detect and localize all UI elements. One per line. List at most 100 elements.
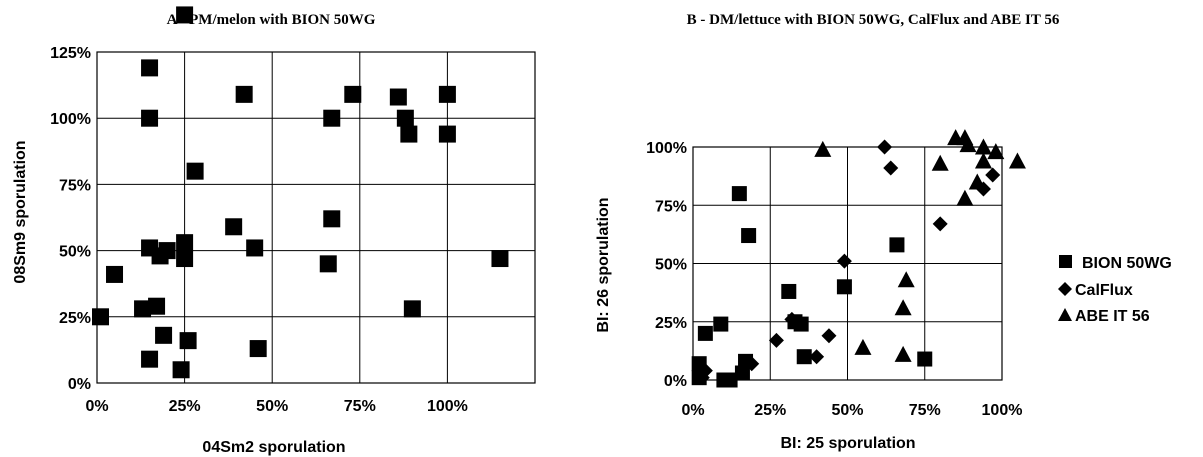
chart-b: B - DM/lettuce with BION 50WG, CalFlux a… [595, 12, 1172, 452]
data-point-square [186, 162, 204, 180]
data-point-diamond [932, 216, 948, 232]
data-point-diamond [694, 370, 710, 386]
chart-b-y-axis-label: BI: 26 sporulation [595, 197, 612, 332]
data-point-square [344, 85, 362, 103]
data-point-triangle [974, 152, 992, 169]
data-point-square [155, 326, 173, 344]
chart-b-legend: BION 50WG CalFlux ABE IT 56 [1058, 255, 1172, 325]
data-point-diamond [768, 332, 784, 348]
data-point-triangle [814, 140, 832, 157]
data-point-square [106, 265, 124, 283]
legend-item-abe: ABE IT 56 [1058, 308, 1150, 325]
data-point-square [323, 210, 341, 228]
data-point-triangle [974, 138, 992, 155]
data-point-square [176, 6, 194, 24]
data-point-square [246, 239, 264, 257]
x-tick-label: 100% [982, 402, 1023, 419]
y-tick-label: 50% [59, 244, 91, 261]
data-point-square [731, 186, 747, 202]
chart-a-plot-frame [96, 51, 536, 384]
legend-label-calflux: CalFlux [1075, 282, 1133, 299]
legend-square-marker-icon [1059, 255, 1072, 268]
data-point-square [491, 250, 509, 268]
data-point-diamond [985, 167, 1001, 183]
data-point-square [697, 325, 713, 341]
data-point-triangle [931, 154, 949, 171]
legend-label-bion: BION 50WG [1082, 255, 1172, 272]
y-tick-label: 75% [59, 177, 91, 194]
y-tick-label: 100% [50, 111, 91, 128]
x-tick-label: 50% [256, 398, 288, 415]
data-point-square [836, 279, 852, 295]
y-tick-label: 75% [655, 198, 687, 215]
data-point-triangle [854, 338, 872, 355]
legend-triangle-marker-icon [1058, 308, 1072, 321]
data-point-square [713, 316, 729, 332]
x-tick-label: 75% [909, 402, 941, 419]
data-point-square [179, 332, 197, 350]
data-point-square [438, 125, 456, 143]
data-point-square [319, 255, 337, 273]
data-point-square [400, 125, 418, 143]
chart-a-y-axis-label: 08Sm9 sporulation [12, 140, 29, 283]
data-point-square [716, 372, 732, 388]
data-point-triangle [959, 136, 977, 153]
chart-a-y-tick-labels: 0% 25% 50% 75% 100% 125% [50, 45, 91, 393]
chart-b-points [691, 129, 1026, 388]
x-tick-label: 25% [754, 402, 786, 419]
data-point-square [796, 349, 812, 365]
x-tick-label: 0% [85, 398, 108, 415]
data-point-square [148, 297, 166, 315]
legend-item-bion: BION 50WG [1059, 255, 1172, 272]
data-point-square [438, 85, 456, 103]
data-point-triangle [956, 189, 974, 206]
data-point-square [396, 109, 414, 127]
data-point-square [176, 250, 194, 268]
y-tick-label: 25% [59, 310, 91, 327]
data-point-square [235, 85, 253, 103]
data-point-square [249, 340, 267, 358]
legend-diamond-marker-icon [1058, 282, 1072, 296]
data-point-diamond [784, 311, 800, 327]
chart-b-title: B - DM/lettuce with BION 50WG, CalFlux a… [687, 12, 1060, 28]
data-point-diamond [883, 160, 899, 176]
y-tick-label: 50% [655, 257, 687, 274]
data-point-triangle [1008, 152, 1026, 169]
x-tick-label: 0% [681, 402, 704, 419]
data-point-diamond [809, 349, 825, 365]
data-point-square [741, 228, 757, 244]
chart-b-y-tick-labels: 0% 25% 50% 75% 100% [646, 140, 687, 390]
data-point-square [158, 242, 176, 260]
data-point-square [225, 218, 243, 236]
data-point-diamond [877, 139, 893, 155]
x-tick-label: 75% [344, 398, 376, 415]
chart-b-x-tick-labels: 0% 25% 50% 75% 100% [681, 402, 1022, 419]
data-point-square [141, 109, 159, 127]
y-tick-label: 0% [68, 376, 91, 393]
y-tick-label: 125% [50, 45, 91, 62]
data-point-square [172, 361, 190, 379]
data-point-triangle [894, 345, 912, 362]
chart-b-plot-frame [692, 146, 1003, 381]
y-tick-label: 100% [646, 140, 687, 157]
data-point-triangle [987, 143, 1005, 160]
data-point-square [781, 283, 797, 299]
data-point-square [92, 308, 110, 326]
chart-a: A - PM/melon with BION 50WG 0% 25% 50% 75% 1… [12, 6, 536, 456]
x-tick-label: 50% [831, 402, 863, 419]
data-point-square [141, 350, 159, 368]
chart-a-x-axis-label: 04Sm2 sporulation [202, 439, 345, 456]
x-tick-label: 100% [427, 398, 468, 415]
data-point-diamond [744, 356, 760, 372]
legend-item-calflux: CalFlux [1058, 282, 1133, 299]
data-point-square [917, 351, 933, 367]
data-point-diamond [836, 253, 852, 269]
data-point-square [141, 59, 159, 77]
data-point-square [734, 365, 750, 381]
legend-label-abe: ABE IT 56 [1075, 308, 1150, 325]
data-point-square [134, 300, 152, 318]
data-point-square [176, 234, 194, 252]
chart-a-points [92, 6, 509, 379]
data-point-square [323, 109, 341, 127]
